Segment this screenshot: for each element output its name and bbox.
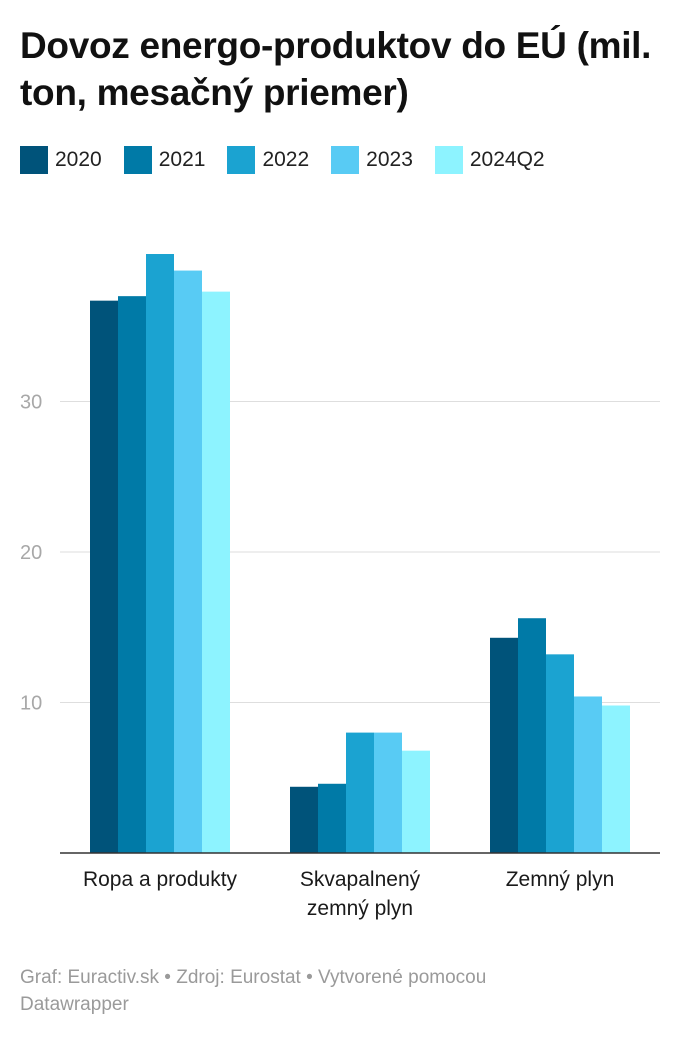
legend-item: 2021 (123, 146, 206, 174)
bar (202, 291, 230, 853)
y-tick-label: 30 (20, 392, 42, 414)
legend-swatch (227, 146, 256, 174)
y-tick-label: 20 (20, 542, 42, 564)
bar (118, 296, 146, 853)
legend: 2020 2021 2022 2023 2024Q2 (20, 145, 567, 175)
bar (518, 618, 546, 853)
y-tick-label: 10 (20, 693, 42, 715)
legend-swatch (434, 146, 463, 174)
chart-title: Dovoz energo-produktov do EÚ (mil. ton, … (20, 25, 652, 113)
bar (602, 705, 630, 853)
bar (174, 270, 202, 853)
legend-label: 2020 (55, 148, 102, 171)
bar (374, 732, 402, 853)
x-tick-label: Ropa a produkty (83, 868, 238, 891)
legend-swatch (20, 146, 48, 174)
legend-item: 2022 (227, 146, 309, 174)
chart-footer: Graf: Euractiv.sk • Zdroj: Eurostat • Vy… (20, 967, 487, 1015)
bar-chart: 10 20 30 Ropa a produkty Skvapalnený zemný pl… (20, 254, 660, 920)
legend-label: 2024Q2 (469, 148, 545, 171)
x-tick-label: Zemný plyn (506, 868, 615, 891)
legend-item: 2023 (331, 146, 413, 174)
bar (318, 783, 346, 853)
legend-label: 2023 (366, 148, 413, 171)
legend-item: 2024Q2 (434, 146, 545, 174)
legend-label: 2022 (262, 148, 310, 171)
bar (402, 750, 430, 853)
bar (290, 786, 318, 853)
legend-label: 2021 (158, 148, 206, 171)
legend-item: 2020 (20, 146, 102, 174)
x-tick-label: Skvapalnený (300, 868, 421, 891)
bar (346, 732, 374, 853)
bar (546, 654, 574, 853)
x-tick-label: zemný plyn (307, 897, 413, 920)
bar (90, 300, 118, 853)
bar (146, 254, 174, 853)
bar (574, 696, 602, 853)
legend-swatch (123, 146, 152, 174)
bar (490, 637, 518, 853)
legend-swatch (331, 146, 360, 174)
